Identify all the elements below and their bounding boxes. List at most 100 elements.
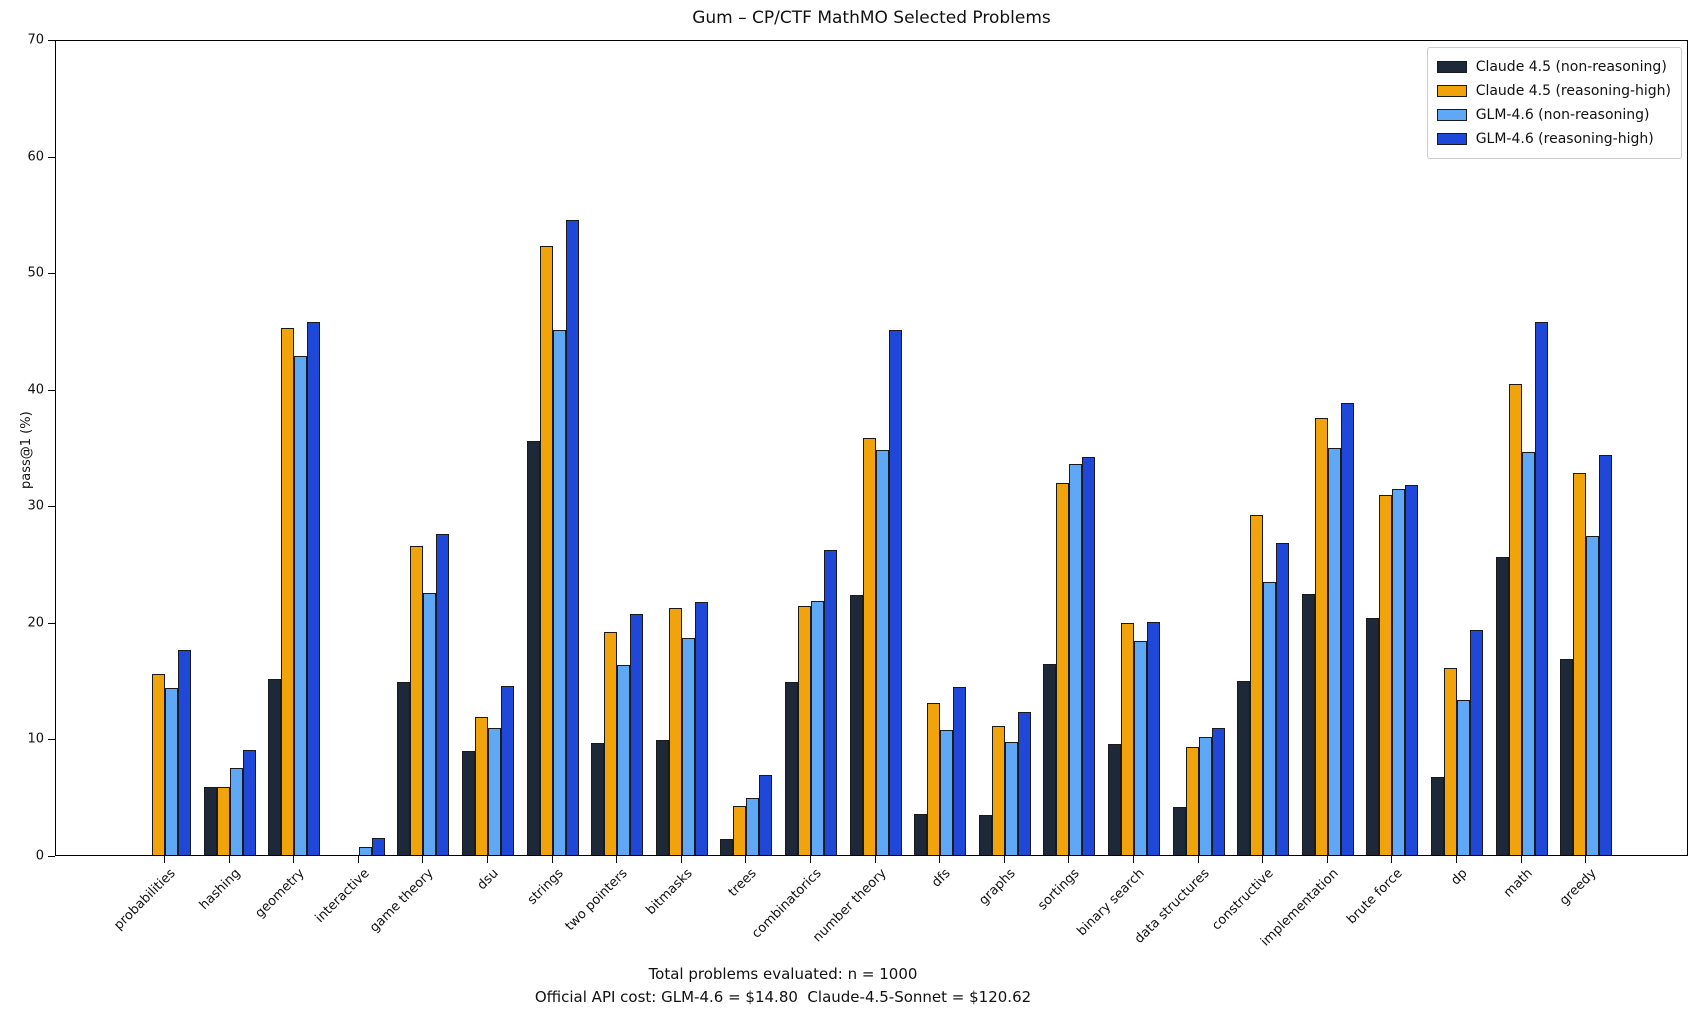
x-category-label: geometry xyxy=(252,866,308,922)
bar-greedy-s3 xyxy=(1599,455,1613,855)
y-tick-mark xyxy=(48,622,55,624)
bar-geometry-s1 xyxy=(281,328,295,855)
x-category-label: hashing xyxy=(196,866,244,913)
x-category-label: strings xyxy=(524,866,567,908)
plot-area: pass@1 (%) xyxy=(19,40,1688,856)
bar-bitmasks-s2 xyxy=(681,638,695,855)
x-category-label: bitmasks xyxy=(643,866,696,919)
y-tick-mark xyxy=(48,506,55,508)
x-tick-mark xyxy=(1520,856,1522,863)
bar-binary-search-s0 xyxy=(1108,744,1121,855)
x-tick-mark xyxy=(874,856,876,863)
bar-interactive-s3 xyxy=(371,838,385,855)
legend-item: Claude 4.5 (reasoning-high) xyxy=(1436,79,1671,103)
y-tick-label: 0 xyxy=(35,848,44,864)
bar-data-structures-s1 xyxy=(1185,747,1199,855)
bar-graphs-s1 xyxy=(991,726,1005,855)
x-category-label: interactive xyxy=(312,866,373,926)
bar-hashing-s3 xyxy=(242,750,256,855)
bar-sortings-s2 xyxy=(1069,464,1083,855)
legend-item: GLM-4.6 (reasoning-high) xyxy=(1436,127,1671,151)
bar-probabilities-s2 xyxy=(165,688,178,855)
x-category-label: binary search xyxy=(1074,866,1148,940)
bar-dfs-s2 xyxy=(940,730,954,855)
bar-bitmasks-s3 xyxy=(694,602,708,855)
bar-dfs-s0 xyxy=(914,814,928,855)
x-tick-mark xyxy=(1326,856,1328,863)
bar-trees-s2 xyxy=(746,798,760,855)
footer-api-cost: Official API cost: GLM-4.6 = $14.80 Clau… xyxy=(534,988,1032,1006)
bar-dp-s1 xyxy=(1444,668,1457,855)
bar-implementation-s0 xyxy=(1301,594,1315,855)
bar-number-theory-s1 xyxy=(862,438,876,855)
bar-constructive-s1 xyxy=(1250,515,1264,855)
bar-greedy-s0 xyxy=(1560,659,1574,855)
bar-greedy-s2 xyxy=(1586,536,1600,855)
bar-dsu-s0 xyxy=(462,751,475,855)
bar-data-structures-s2 xyxy=(1198,737,1212,855)
x-tick-mark xyxy=(616,856,618,863)
y-tick-label: 70 xyxy=(27,32,44,48)
x-tick-mark xyxy=(293,856,295,863)
legend-swatch xyxy=(1436,61,1467,73)
bar-binary-search-s2 xyxy=(1134,641,1147,855)
x-tick-mark xyxy=(164,856,165,863)
bar-constructive-s2 xyxy=(1263,582,1277,855)
legend-label: Claude 4.5 (reasoning-high) xyxy=(1475,83,1671,99)
bar-trees-s1 xyxy=(733,806,747,855)
bar-binary-search-s3 xyxy=(1147,622,1160,855)
x-category-label: math xyxy=(1500,866,1536,901)
bar-constructive-s3 xyxy=(1276,543,1290,855)
bar-hashing-s1 xyxy=(216,787,230,855)
bar-graphs-s3 xyxy=(1017,712,1031,855)
bar-game-theory-s3 xyxy=(436,534,450,855)
bar-two-pointers-s0 xyxy=(591,743,605,855)
bar-bitmasks-s0 xyxy=(655,740,669,855)
y-tick-label: 20 xyxy=(27,615,44,631)
x-category-label: probabilities xyxy=(111,866,179,934)
bar-geometry-s2 xyxy=(294,356,308,855)
bar-dp-s0 xyxy=(1431,777,1444,855)
bar-strings-s3 xyxy=(565,220,579,855)
bar-game-theory-s1 xyxy=(410,546,424,855)
bar-dsu-s3 xyxy=(501,686,514,855)
bar-strings-s1 xyxy=(539,246,553,855)
x-tick-mark xyxy=(1068,856,1070,863)
bar-dp-s3 xyxy=(1470,630,1483,855)
x-tick-mark xyxy=(1197,856,1199,863)
x-category-label: graphs xyxy=(976,866,1019,909)
bar-dsu-s1 xyxy=(475,717,488,855)
legend-label: Claude 4.5 (non-reasoning) xyxy=(1475,59,1667,75)
bar-combinatorics-s0 xyxy=(785,682,798,855)
bar-probabilities-s1 xyxy=(152,674,165,855)
bar-strings-s2 xyxy=(552,330,566,855)
bar-hashing-s0 xyxy=(203,787,217,855)
bar-math-s2 xyxy=(1521,452,1535,855)
bar-math-s3 xyxy=(1534,322,1548,855)
bar-two-pointers-s2 xyxy=(617,665,631,855)
x-tick-mark xyxy=(1003,856,1005,863)
bar-bitmasks-s1 xyxy=(668,608,682,855)
legend: Claude 4.5 (non-reasoning) Claude 4.5 (re… xyxy=(1426,47,1682,159)
bar-number-theory-s2 xyxy=(875,450,889,855)
legend-label: GLM-4.6 (non-reasoning) xyxy=(1475,107,1650,123)
bar-geometry-s0 xyxy=(268,679,282,855)
bar-hashing-s2 xyxy=(229,768,243,855)
bar-sortings-s1 xyxy=(1056,483,1070,855)
bar-dsu-s2 xyxy=(488,728,501,855)
bar-implementation-s2 xyxy=(1327,448,1341,855)
x-tick-mark xyxy=(939,856,941,863)
bar-data-structures-s0 xyxy=(1172,807,1186,855)
y-tick-mark xyxy=(48,156,55,158)
bar-number-theory-s0 xyxy=(849,595,863,855)
y-tick-mark xyxy=(48,856,55,857)
bar-geometry-s3 xyxy=(307,322,321,855)
bar-math-s0 xyxy=(1495,557,1509,855)
x-tick-mark xyxy=(228,856,230,863)
legend-swatch xyxy=(1436,133,1467,145)
x-tick-mark xyxy=(1262,856,1264,863)
y-tick-label: 60 xyxy=(27,149,44,165)
y-tick-mark xyxy=(48,389,55,391)
y-tick-label: 40 xyxy=(27,382,44,398)
